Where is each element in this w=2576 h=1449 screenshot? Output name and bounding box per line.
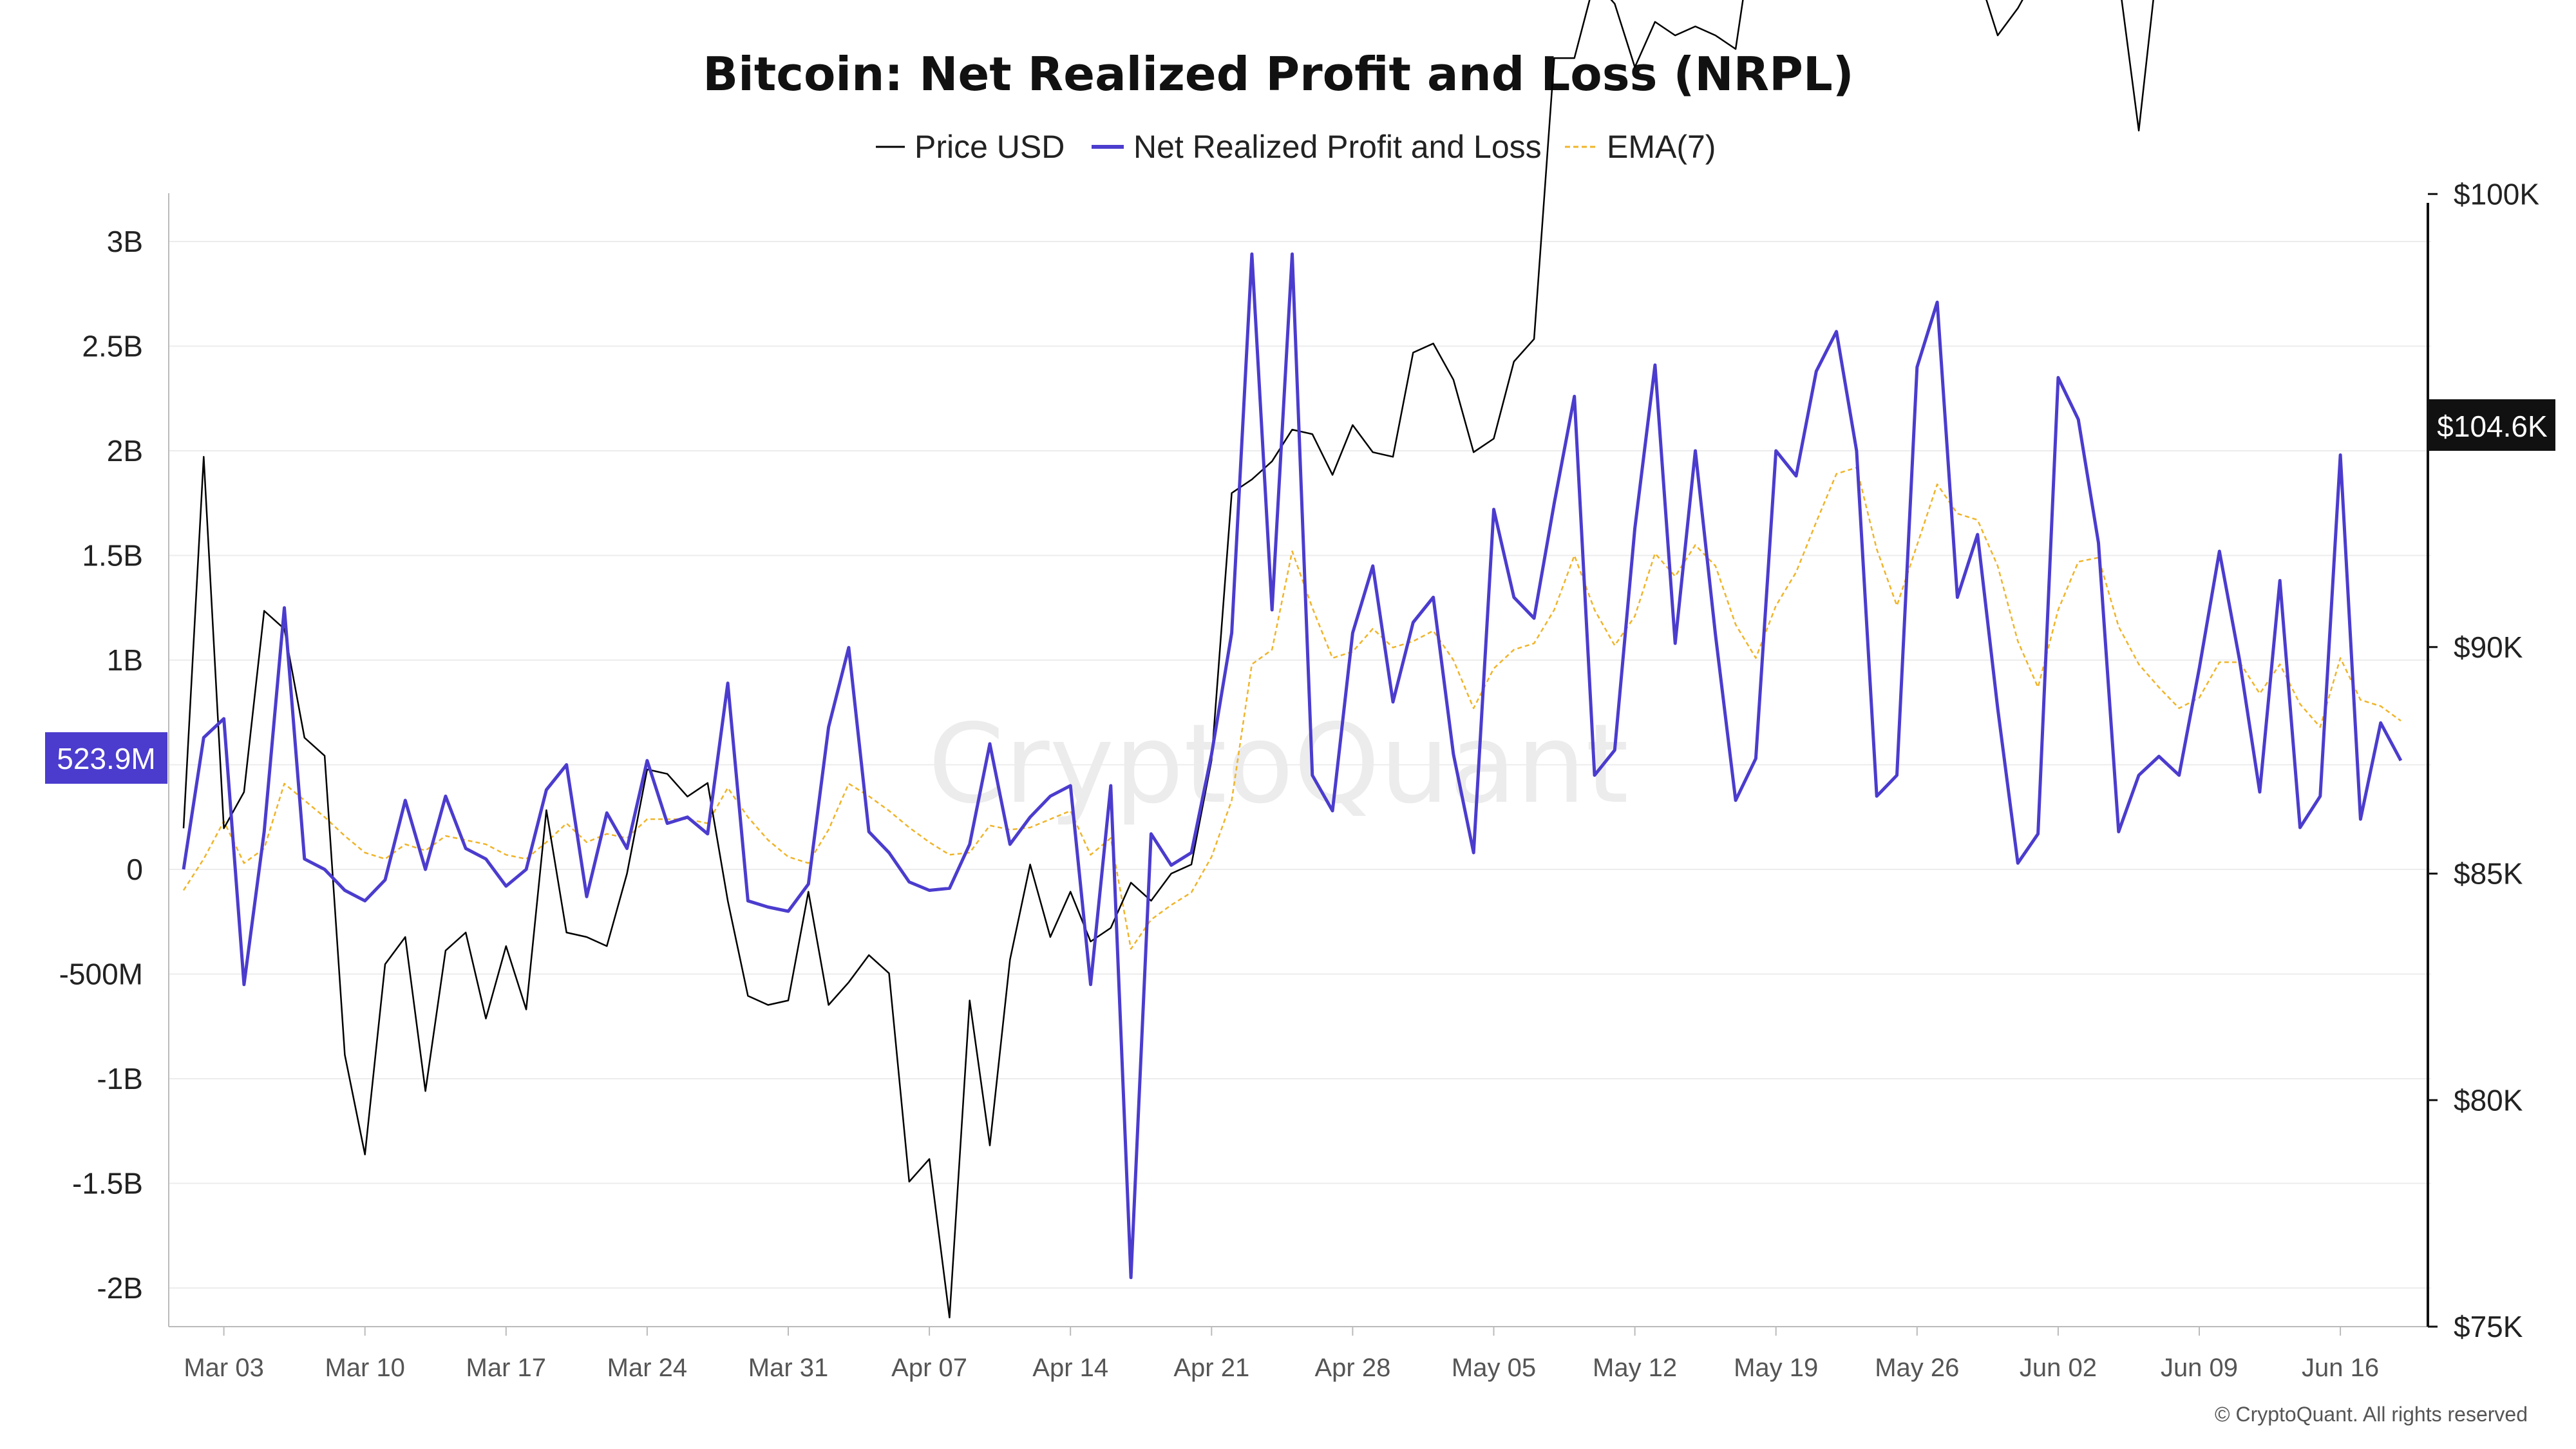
last-value-right-text: $104.6K <box>2437 410 2548 443</box>
x-tick-label-1: Mar 10 <box>325 1354 405 1382</box>
left-tick-label-0: -2B <box>97 1271 143 1305</box>
last-value-right: $104.6K <box>2429 399 2555 451</box>
legend-label-nrpl: Net Realized Profit and Loss <box>1133 129 1542 165</box>
x-tick-label-11: May 19 <box>1734 1354 1818 1382</box>
x-tick-label-3: Mar 24 <box>607 1354 688 1382</box>
right-tick-label-5: $100K <box>2454 177 2539 211</box>
series-ema7-line <box>182 466 2401 950</box>
series-price-usd-line <box>182 0 2154 1319</box>
axes <box>168 193 2431 1327</box>
series-layer <box>182 0 2403 1319</box>
copyright: © CryptoQuant. All rights reserved <box>2215 1403 2528 1426</box>
series-nrpl-line <box>182 252 2403 1280</box>
legend-label-price: Price USD <box>914 129 1065 165</box>
x-tick-label-10: May 12 <box>1593 1354 1677 1382</box>
legend-item-nrpl[interactable]: Net Realized Profit and Loss <box>1092 129 1542 165</box>
x-tick-label-2: Mar 17 <box>466 1354 547 1382</box>
x-tick-label-7: Apr 21 <box>1173 1354 1249 1382</box>
last-value-right-badge <box>2429 399 2555 451</box>
x-tick-label-14: Jun 09 <box>2161 1354 2238 1382</box>
left-tick-label-3: -500M <box>59 958 143 991</box>
x-tick-label-0: Mar 03 <box>184 1354 264 1382</box>
left-tick-label-1: -1.5B <box>72 1167 143 1200</box>
last-value-left-badge <box>45 732 167 784</box>
x-tick-label-8: Apr 28 <box>1314 1354 1390 1382</box>
right-tick-label-3: $90K <box>2454 630 2523 664</box>
last-value-left: 523.9M <box>45 732 167 784</box>
x-tick-label-4: Mar 31 <box>748 1354 829 1382</box>
x-tick-label-5: Apr 07 <box>891 1354 967 1382</box>
x-tick-label-6: Apr 14 <box>1032 1354 1108 1382</box>
legend: Price USD Net Realized Profit and Loss E… <box>876 129 1716 165</box>
left-tick-label-9: 2.5B <box>82 330 143 363</box>
x-axis-ticks: Mar 03 Mar 10 Mar 17 Mar 24 Mar 31 Apr 07 Apr … <box>184 1327 2379 1382</box>
x-tick-label-15: Jun 16 <box>2302 1354 2379 1382</box>
last-value-left-text: 523.9M <box>57 742 155 775</box>
left-tick-label-7: 1.5B <box>82 539 143 573</box>
gridlines <box>169 241 2431 1289</box>
right-tick-label-0: $75K <box>2454 1310 2523 1343</box>
x-tick-label-9: May 05 <box>1452 1354 1536 1382</box>
legend-label-ema: EMA(7) <box>1607 129 1716 165</box>
left-tick-label-8: 2B <box>107 434 143 468</box>
right-tick-label-1: $80K <box>2454 1083 2523 1117</box>
left-tick-label-6: 1B <box>107 643 143 677</box>
right-axis-ticks: $75K$80K$85K$90K$95K$100K$110K <box>2428 177 2539 1343</box>
legend-item-ema[interactable]: EMA(7) <box>1565 129 1716 165</box>
x-tick-label-12: May 26 <box>1875 1354 1959 1382</box>
left-tick-label-10: 3B <box>107 225 143 258</box>
left-tick-label-2: -1B <box>97 1062 143 1095</box>
chart-title: Bitcoin: Net Realized Profit and Loss (N… <box>703 47 1853 101</box>
left-axis-ticks: -2B -1.5B -1B -500M 0 1B 1.5B 2B 2.5B 3B <box>59 225 143 1305</box>
left-tick-label-4: 0 <box>126 853 143 886</box>
legend-item-price[interactable]: Price USD <box>876 129 1065 165</box>
x-tick-label-13: Jun 02 <box>2020 1354 2097 1382</box>
right-tick-label-2: $85K <box>2454 857 2523 891</box>
